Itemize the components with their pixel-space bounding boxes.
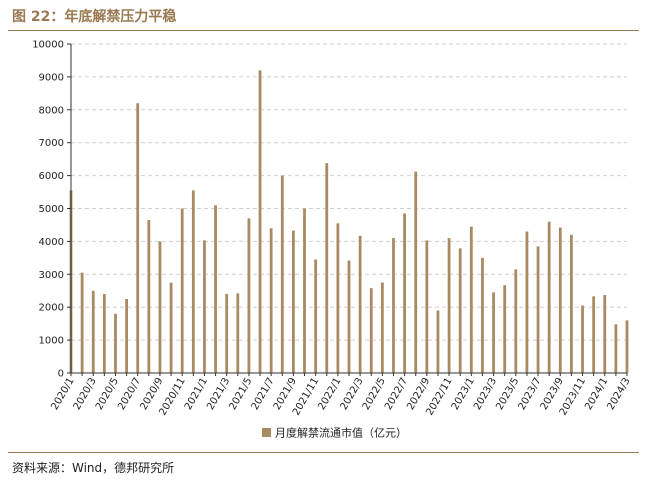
bar-2022/1: [336, 223, 340, 373]
y-tick-label: 7000: [39, 138, 64, 149]
y-tick-label: 4000: [39, 237, 64, 248]
legend: 月度解禁流通市值（亿元）: [262, 426, 407, 440]
bar-2024/1: [603, 295, 607, 373]
bar-2023/3: [492, 292, 495, 373]
y-tick-label: 5000: [39, 204, 64, 215]
y-axis-ticks: 0 1000 2000 3000 4000 5000 6000 7000 8000 9000 100…: [32, 40, 71, 380]
bar-2022/8: [414, 171, 418, 373]
bar-2020/6: [125, 298, 128, 373]
bar-2023/1: [469, 226, 473, 373]
bar-2021/5: [247, 218, 251, 373]
bar-2023/8: [547, 221, 551, 373]
bar-2021/12: [325, 163, 329, 373]
bar-2021/11: [314, 259, 318, 373]
bar-2022/6: [392, 238, 395, 373]
bar-2020/10: [169, 282, 173, 373]
bar-2021/8: [280, 175, 284, 373]
bar-2020/7: [136, 103, 140, 373]
y-tick-label: 8000: [39, 105, 64, 116]
bar-2023/7: [536, 246, 540, 373]
title-divider: [8, 30, 639, 31]
bars: [69, 70, 629, 373]
bar-2024/2: [614, 324, 618, 373]
bar-chart: 0 1000 2000 3000 4000 5000 6000 7000 8000 9000 100…: [32, 40, 633, 440]
source-note: 资料来源：Wind，德邦研究所: [12, 461, 175, 475]
bar-2021/7: [269, 228, 273, 373]
bar-2022/3: [358, 235, 362, 373]
source-divider: [8, 452, 639, 453]
bar-2020/12: [191, 190, 195, 373]
bar-2020/8: [147, 220, 151, 373]
bar-2022/5: [380, 282, 384, 373]
bar-2021/3: [225, 294, 229, 373]
bar-2023/6: [525, 231, 529, 373]
y-tick-label: 3000: [39, 270, 64, 281]
bar-2022/11: [447, 238, 451, 373]
legend-label: 月度解禁流通市值（亿元）: [275, 426, 407, 440]
bar-2023/9: [558, 227, 562, 373]
y-tick-label: 0: [58, 369, 64, 380]
bar-2020/3: [91, 290, 95, 373]
bar-2021/10: [303, 208, 306, 373]
bar-2022/10: [436, 310, 440, 373]
bar-2020/11: [180, 208, 184, 373]
y-tick-label: 6000: [39, 171, 64, 182]
bar-2021/2: [214, 205, 217, 373]
y-tick-label: 2000: [39, 303, 64, 314]
gridlines: [71, 43, 627, 341]
bar-2021/4: [236, 293, 240, 373]
bar-2022/2: [347, 260, 351, 373]
bar-2020/2: [80, 272, 84, 373]
bar-2021/6: [258, 70, 262, 373]
bar-2023/10: [570, 234, 573, 373]
bar-2021/1: [203, 240, 206, 373]
bar-2024/3: [625, 320, 629, 373]
figure-title: 图 22：年底解禁压力平稳: [12, 9, 177, 25]
y-tick-label: 10000: [32, 40, 64, 51]
bar-2023/5: [514, 269, 518, 373]
bar-2022/12: [458, 248, 462, 373]
bar-2023/12: [592, 296, 596, 373]
bar-2023/11: [581, 305, 584, 373]
bar-2022/4: [369, 288, 373, 373]
bar-2023/4: [503, 285, 507, 373]
bar-2020/9: [158, 241, 162, 373]
y-tick-label: 9000: [39, 72, 64, 83]
bar-2020/4: [102, 294, 106, 373]
bar-2022/9: [425, 240, 429, 373]
bar-2023/2: [481, 257, 484, 373]
legend-swatch: [262, 428, 271, 437]
bar-2022/7: [403, 213, 406, 373]
x-axis-ticks: 2020/12020/32020/52020/72020/92020/11202…: [49, 373, 633, 417]
bar-2020/5: [114, 313, 117, 373]
y-tick-label: 1000: [39, 336, 64, 347]
bar-2021/9: [292, 230, 295, 373]
